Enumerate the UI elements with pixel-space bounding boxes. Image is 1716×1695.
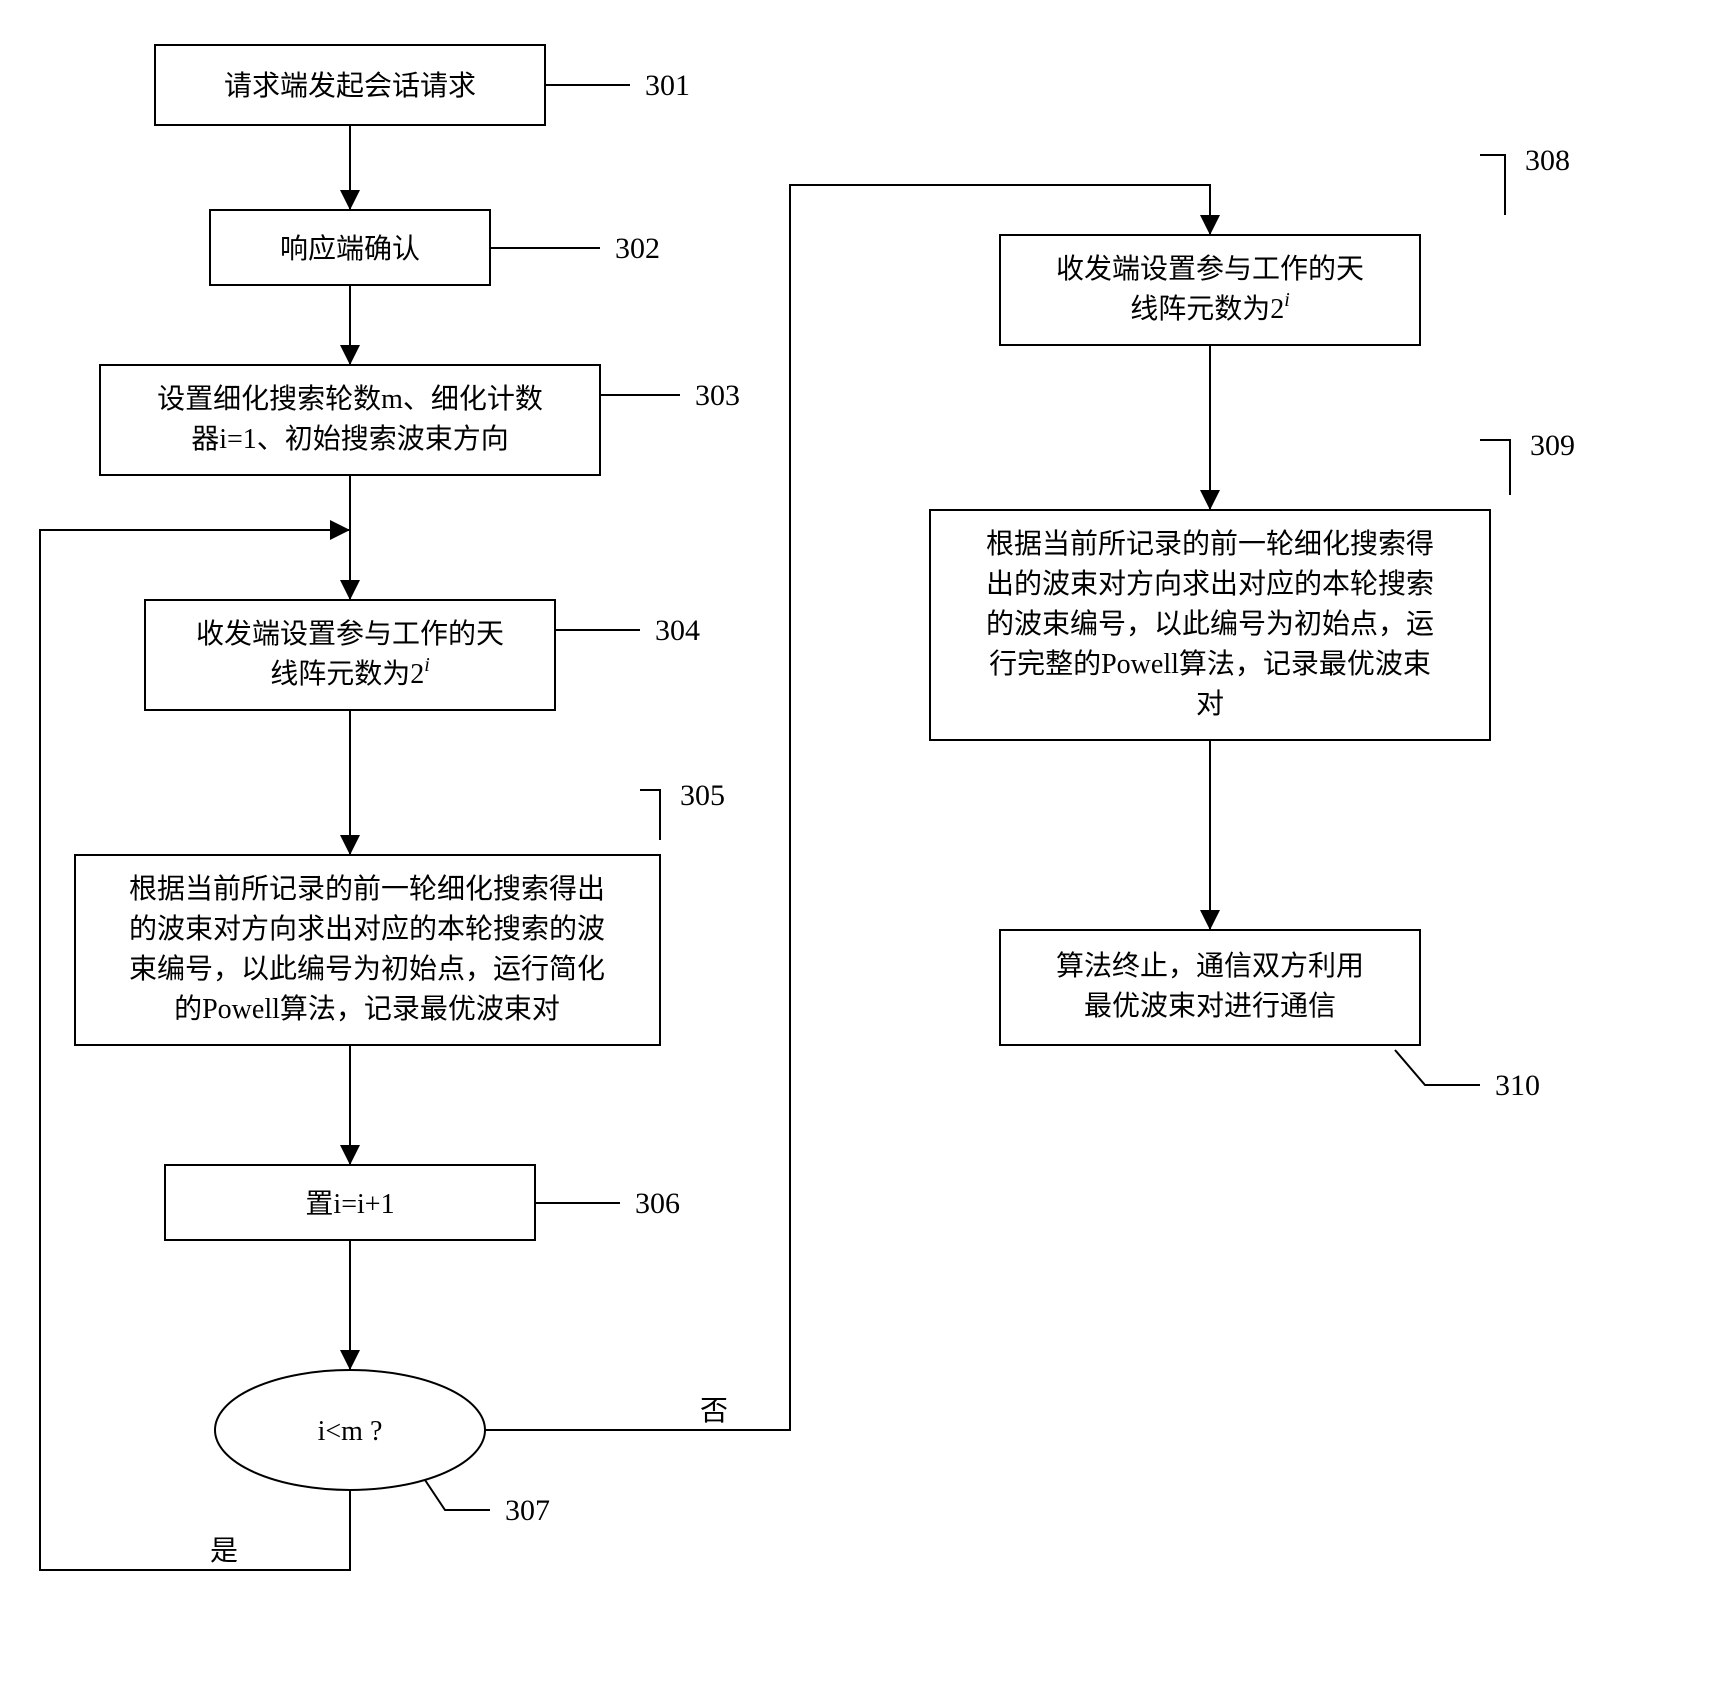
num-305: 305 xyxy=(680,779,725,812)
node-301: 请求端发起会话请求 xyxy=(155,45,545,125)
num-308: 308 xyxy=(1525,144,1570,177)
node-308-text-l1: 收发端设置参与工作的天 xyxy=(1056,253,1364,285)
num-307: 307 xyxy=(505,1494,550,1527)
num-301: 301 xyxy=(645,69,690,102)
node-307-text: i<m ? xyxy=(318,1416,383,1447)
node-308-sup: i xyxy=(1284,289,1290,311)
num-302: 302 xyxy=(615,232,660,265)
node-308: 收发端设置参与工作的天 线阵元数为2i xyxy=(1000,235,1420,345)
node-305-text-l4: 的Powell算法，记录最优波束对 xyxy=(174,993,560,1025)
flowchart: 请求端发起会话请求 301 响应端确认 302 设置细化搜索轮数m、细化计数 器… xyxy=(0,0,1716,1695)
node-301-text: 请求端发起会话请求 xyxy=(224,70,476,102)
node-302-text: 响应端确认 xyxy=(280,233,420,265)
node-309-text-l3: 的波束编号，以此编号为初始点，运 xyxy=(986,608,1434,640)
node-309-text-l1: 根据当前所记录的前一轮细化搜索得 xyxy=(986,528,1434,560)
node-306: 置i=i+1 xyxy=(165,1165,535,1240)
node-305: 根据当前所记录的前一轮细化搜索得出 的波束对方向求出对应的本轮搜索的波 束编号，… xyxy=(75,855,660,1045)
node-309-text-l2: 出的波束对方向求出对应的本轮搜索 xyxy=(986,568,1434,600)
node-310: 算法终止，通信双方利用 最优波束对进行通信 xyxy=(1000,930,1420,1045)
node-307: i<m ? xyxy=(215,1370,485,1490)
num-309: 309 xyxy=(1530,429,1575,462)
node-305-text-l3: 束编号，以此编号为初始点，运行简化 xyxy=(129,953,605,985)
node-309: 根据当前所记录的前一轮细化搜索得 出的波束对方向求出对应的本轮搜索 的波束编号，… xyxy=(930,510,1490,740)
node-308-text-l2: 线阵元数为2 xyxy=(1130,293,1284,325)
node-310-text-l1: 算法终止，通信双方利用 xyxy=(1056,950,1364,982)
node-306-text: 置i=i+1 xyxy=(305,1189,394,1220)
node-305-text-l1: 根据当前所记录的前一轮细化搜索得出 xyxy=(129,873,605,905)
node-302: 响应端确认 xyxy=(210,210,490,285)
node-305-text-l2: 的波束对方向求出对应的本轮搜索的波 xyxy=(129,913,605,945)
label-no: 否 xyxy=(700,1396,728,1427)
num-310: 310 xyxy=(1495,1069,1540,1102)
num-303: 303 xyxy=(695,379,740,412)
node-310-text-l2: 最优波束对进行通信 xyxy=(1084,990,1336,1022)
svg-text:线阵元数为2i: 线阵元数为2i xyxy=(270,654,430,690)
node-303-text-l2: 器i=1、初始搜索波束方向 xyxy=(191,423,509,455)
node-303-text-l1: 设置细化搜索轮数m、细化计数 xyxy=(157,383,543,415)
label-yes: 是 xyxy=(210,1536,238,1567)
num-304: 304 xyxy=(655,614,700,647)
node-304-text-l1: 收发端设置参与工作的天 xyxy=(196,618,504,650)
num-306: 306 xyxy=(635,1187,680,1220)
node-304: 收发端设置参与工作的天 线阵元数为2i xyxy=(145,600,555,710)
node-309-text-l4: 行完整的Powell算法，记录最优波束 xyxy=(989,648,1431,680)
node-303: 设置细化搜索轮数m、细化计数 器i=1、初始搜索波束方向 xyxy=(100,365,600,475)
svg-text:线阵元数为2i: 线阵元数为2i xyxy=(1130,289,1290,325)
node-304-sup: i xyxy=(424,654,430,676)
node-309-text-l5: 对 xyxy=(1196,688,1224,720)
node-304-text-l2: 线阵元数为2 xyxy=(270,658,424,690)
